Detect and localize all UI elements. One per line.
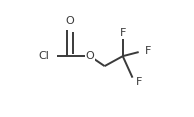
Text: F: F — [144, 46, 151, 56]
Text: F: F — [120, 28, 126, 38]
Text: F: F — [136, 77, 142, 87]
Text: O: O — [86, 51, 94, 61]
Text: O: O — [66, 16, 74, 26]
Text: Cl: Cl — [38, 51, 49, 61]
